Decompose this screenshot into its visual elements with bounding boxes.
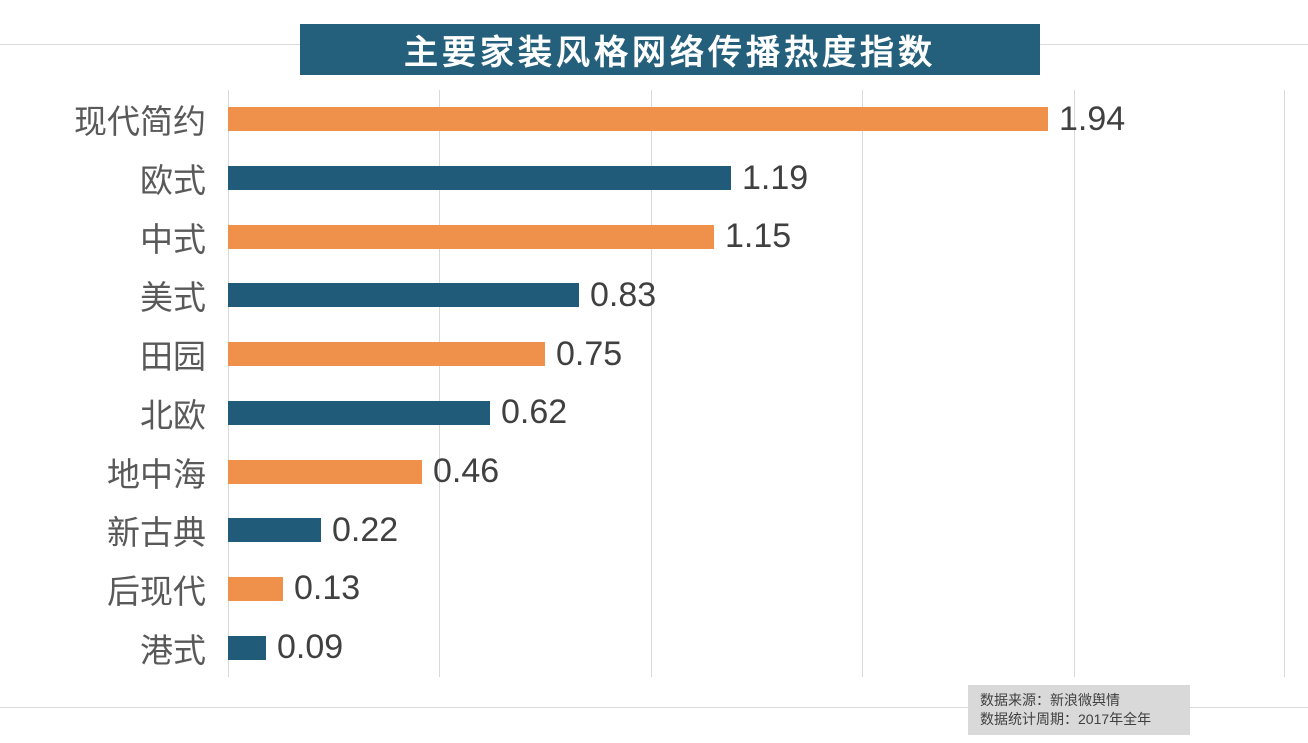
category-axis: 现代简约欧式中式美式田园北欧地中海新古典后现代港式 <box>0 90 206 677</box>
category-label: 北欧 <box>140 396 206 434</box>
bar <box>228 224 714 249</box>
bar <box>228 518 321 543</box>
bar <box>228 459 422 484</box>
data-source-line: 数据来源：新浪微舆情 <box>980 692 1120 708</box>
bar <box>228 166 731 191</box>
category-label: 港式 <box>140 631 206 669</box>
gridline <box>862 90 863 677</box>
bar <box>228 400 490 425</box>
bar <box>228 107 1048 132</box>
bar-row: 0.75 <box>228 325 1285 384</box>
gridline <box>439 90 440 677</box>
bar-row: 0.83 <box>228 266 1285 325</box>
bar <box>228 283 579 308</box>
value-label: 1.15 <box>725 217 792 256</box>
bar-row: 0.62 <box>228 384 1285 443</box>
bottom-border-line <box>0 707 1308 708</box>
category-label: 后现代 <box>107 572 206 610</box>
bar-row: 1.15 <box>228 207 1285 266</box>
bar-row: 0.13 <box>228 560 1285 619</box>
category-label: 田园 <box>140 338 206 376</box>
bar <box>228 576 283 601</box>
bar-row: 0.46 <box>228 442 1285 501</box>
value-label: 0.83 <box>590 275 657 314</box>
value-label: 0.13 <box>294 569 361 608</box>
bar-row: 0.22 <box>228 501 1285 560</box>
bar-row: 0.09 <box>228 618 1285 677</box>
bar-row: 1.19 <box>228 149 1285 208</box>
bar-row: 1.94 <box>228 90 1285 149</box>
bar <box>228 342 545 367</box>
value-label: 0.75 <box>556 334 623 373</box>
value-label: 1.94 <box>1059 99 1126 138</box>
value-label: 1.19 <box>742 158 809 197</box>
value-label: 0.46 <box>433 452 500 491</box>
gridline <box>1074 90 1075 677</box>
value-label: 0.09 <box>277 628 344 667</box>
gridline <box>228 90 229 677</box>
gridline <box>1284 90 1285 677</box>
data-period-line: 数据统计周期：2017年全年 <box>980 711 1152 727</box>
category-label: 美式 <box>140 279 206 317</box>
data-source-note: 数据来源：新浪微舆情 数据统计周期：2017年全年 <box>968 685 1190 735</box>
category-label: 中式 <box>140 220 206 258</box>
category-label: 欧式 <box>140 162 206 200</box>
category-label: 新古典 <box>107 514 206 552</box>
category-label: 地中海 <box>107 455 206 493</box>
category-label: 现代简约 <box>74 103 206 141</box>
value-label: 0.62 <box>501 393 568 432</box>
value-label: 0.22 <box>332 510 399 549</box>
chart-title: 主要家装风格网络传播热度指数 <box>300 24 1040 75</box>
gridline <box>651 90 652 677</box>
plot-area: 1.94 1.19 1.15 0.83 0.75 0.62 0.46 0.22 0.13 0.09 <box>228 90 1285 677</box>
bar <box>228 635 266 660</box>
